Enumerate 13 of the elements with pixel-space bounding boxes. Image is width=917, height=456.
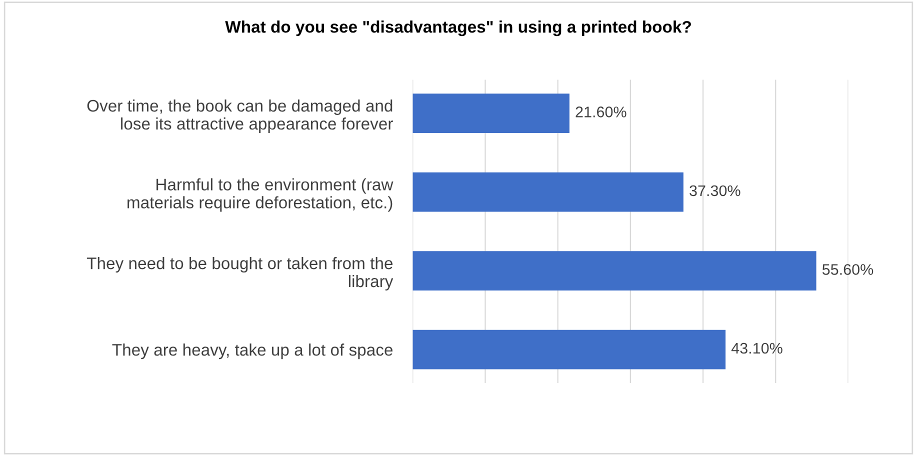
data-label: 43.10% [731, 342, 782, 354]
data-label: 55.60% [822, 264, 874, 275]
y-tick-label: Harmful to the environment (raw materials require deforestation, etc.) [128, 178, 394, 212]
y-tick-label: Over time, the book can be damaged and lose its attractive appearance forever [87, 99, 393, 133]
bar [412, 94, 570, 133]
data-label: 21.60% [576, 106, 626, 118]
data-label: 37.30% [690, 185, 740, 196]
y-tick-label: They need to be bought or taken from the library [86, 256, 394, 290]
y-tick-label: They are heavy, take up a lot of space [112, 344, 392, 360]
bar [412, 251, 816, 290]
chart-title: What do you see "disadvantages" in using a printed book? [225, 20, 691, 36]
bar [412, 172, 684, 212]
bar [412, 330, 726, 370]
